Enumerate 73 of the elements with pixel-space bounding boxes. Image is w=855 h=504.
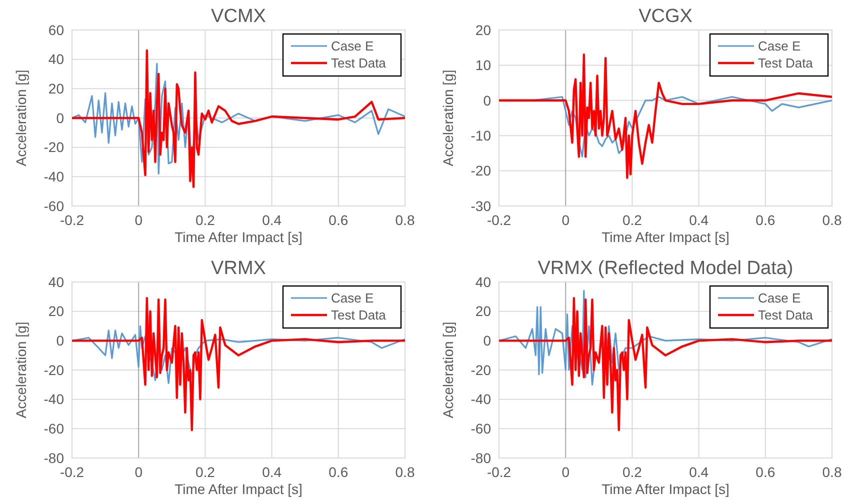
- y-tick-label: 0: [56, 110, 64, 126]
- y-tick-label: 40: [48, 274, 64, 290]
- y-tick-label: 10: [475, 57, 492, 74]
- x-tick-label: 0.8: [395, 464, 415, 480]
- x-tick-label: 0: [562, 212, 570, 228]
- x-tick-label: 0.6: [328, 464, 348, 480]
- y-tick-label: 20: [475, 303, 492, 320]
- x-tick-label: 0.2: [195, 464, 216, 480]
- x-axis-title: Time After Impact [s]: [174, 481, 302, 497]
- y-tick-label: 40: [475, 274, 492, 290]
- x-tick-label: 0.4: [689, 212, 709, 228]
- y-tick-label: -20: [470, 162, 492, 179]
- x-axis-title: Time After Impact [s]: [174, 229, 302, 245]
- y-tick-label: -40: [470, 391, 492, 408]
- x-tick-label: 0.4: [262, 464, 282, 480]
- y-tick-label: -60: [44, 198, 64, 214]
- y-axis-title: Acceleration [g]: [440, 70, 456, 166]
- chart-title: VCGX: [638, 6, 693, 27]
- x-tick-label: 0.6: [756, 212, 776, 228]
- x-axis-title: Time After Impact [s]: [602, 229, 730, 245]
- y-tick-label: -20: [44, 362, 64, 378]
- y-tick-label: 20: [475, 22, 492, 38]
- x-tick-label: 0.8: [822, 212, 842, 228]
- chart-title: VRMX: [211, 258, 266, 279]
- line-series: [499, 54, 832, 179]
- y-tick-label: 0: [483, 332, 492, 349]
- x-tick-label: -0.2: [486, 464, 512, 480]
- y-tick-label: -30: [470, 198, 492, 214]
- x-tick-label: 0.8: [395, 212, 415, 228]
- x-tick-label: -0.2: [486, 212, 512, 228]
- y-tick-label: -60: [44, 420, 64, 437]
- x-tick-label: 0.2: [622, 212, 642, 228]
- x-tick-label: 0: [134, 212, 143, 228]
- legend-label: Case E: [331, 290, 374, 306]
- y-tick-label: 20: [48, 80, 64, 97]
- x-tick-label: 0.4: [262, 212, 282, 228]
- y-tick-label: -20: [44, 139, 64, 156]
- x-tick-label: 0.2: [195, 212, 216, 228]
- y-tick-label: 0: [56, 332, 64, 349]
- y-axis-title: Acceleration [g]: [13, 70, 29, 166]
- chart-title: VRMX (Reflected Model Data): [538, 258, 794, 279]
- x-tick-label: 0.6: [328, 212, 348, 228]
- y-tick-label: -10: [470, 128, 492, 144]
- y-tick-label: -40: [44, 168, 64, 185]
- y-tick-label: 40: [48, 51, 64, 68]
- x-tick-label: -0.2: [60, 464, 84, 480]
- y-tick-label: -60: [470, 420, 492, 437]
- x-tick-label: 0.2: [622, 464, 642, 480]
- y-axis-title: Acceleration [g]: [13, 322, 29, 418]
- legend-label: Test Data: [331, 56, 387, 71]
- x-tick-label: -0.2: [60, 212, 84, 228]
- y-tick-label: -20: [470, 362, 492, 378]
- x-tick-label: 0.6: [756, 464, 776, 480]
- y-axis-title: Acceleration [g]: [440, 322, 456, 418]
- line-series: [72, 49, 405, 188]
- y-tick-label: -40: [44, 391, 64, 408]
- y-tick-label: -80: [44, 450, 64, 466]
- legend-label: Case E: [331, 38, 374, 54]
- y-tick-label: -80: [470, 450, 492, 466]
- legend-label: Case E: [758, 38, 801, 54]
- x-tick-label: 0: [562, 464, 570, 480]
- legend-label: Case E: [758, 290, 801, 306]
- legend-label: Test Data: [758, 56, 814, 71]
- x-axis-title: Time After Impact [s]: [602, 481, 730, 497]
- x-tick-label: 0.4: [689, 464, 709, 480]
- y-tick-label: 0: [483, 92, 492, 108]
- y-tick-label: 60: [48, 22, 64, 38]
- y-tick-label: 20: [48, 303, 64, 320]
- legend-label: Test Data: [758, 308, 814, 323]
- x-tick-label: 0.8: [822, 464, 842, 480]
- x-tick-label: 0: [134, 464, 143, 480]
- legend-label: Test Data: [331, 308, 387, 323]
- chart-title: VCMX: [211, 6, 266, 27]
